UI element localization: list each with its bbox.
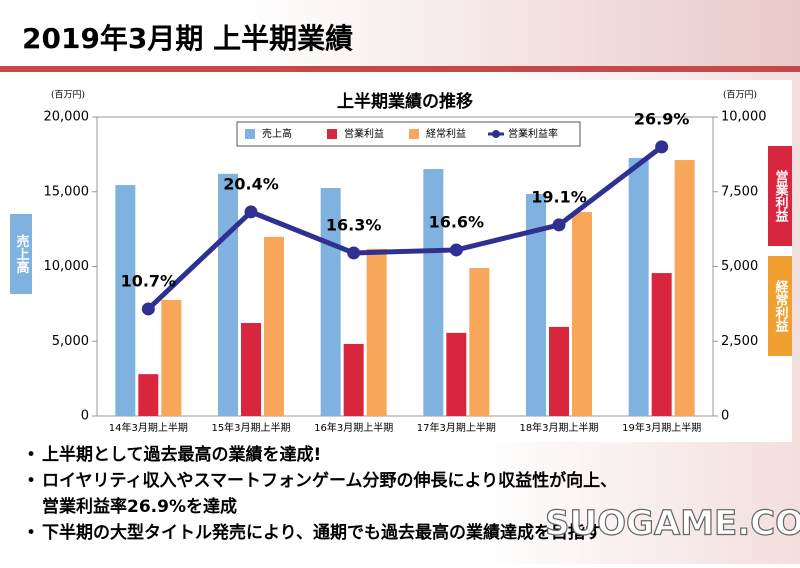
bar xyxy=(628,157,649,416)
rate-line xyxy=(146,144,664,311)
y-side-label: 売上高 xyxy=(14,234,30,275)
rate-marker xyxy=(347,246,361,260)
page-title: 2019年3月期 上半期業績 xyxy=(22,22,353,55)
bar xyxy=(572,212,592,416)
legend-swatch xyxy=(327,129,337,139)
bar xyxy=(423,169,444,416)
legend-swatch xyxy=(245,129,255,139)
x-tick-label: 15年3月期上半期 xyxy=(211,421,290,434)
y-tick-label: 20,000 xyxy=(44,110,90,125)
rate-marker xyxy=(449,243,463,257)
legend-label: 営業利益率 xyxy=(508,127,558,140)
rate-label: 20.4% xyxy=(223,174,279,193)
bar xyxy=(138,374,159,416)
header-band xyxy=(0,0,800,68)
y2-side-label: 営業利益 xyxy=(773,169,790,223)
chart-title: 上半期業績の推移 xyxy=(337,91,473,112)
legend-label: 売上高 xyxy=(262,127,292,140)
bar xyxy=(218,173,238,416)
legend-swatch xyxy=(409,129,419,139)
y2-tick-label: 7,500 xyxy=(721,184,758,199)
y2-tick-label: 2,500 xyxy=(721,334,758,349)
watermark: SUOGAME.COM xyxy=(545,504,800,544)
bar xyxy=(343,343,364,416)
bar xyxy=(241,323,261,416)
bullet-text: 営業利益率26.9%を達成 xyxy=(42,496,237,517)
y-tick-label: 5,000 xyxy=(52,334,89,349)
bar xyxy=(366,248,387,416)
header-rule xyxy=(0,66,800,72)
bar xyxy=(446,332,467,416)
bullet-dot: • xyxy=(26,523,36,543)
y2-side-box xyxy=(768,256,792,356)
bar xyxy=(651,273,672,416)
bar xyxy=(549,326,569,416)
x-tick-label: 19年3月期上半期 xyxy=(622,421,701,434)
rate-marker xyxy=(244,205,258,219)
legend-marker xyxy=(492,130,500,138)
rate-label: 16.6% xyxy=(429,212,485,231)
y2-tick-label: 5,000 xyxy=(721,259,758,274)
bar xyxy=(115,185,136,416)
bullet-text: ロイヤリティ収入やスマートフォンゲーム分野の伸長により収益性が向上、 xyxy=(42,470,617,491)
y-side-box xyxy=(10,214,32,294)
x-tick-label: 17年3月期上半期 xyxy=(417,421,496,434)
bullet-text: 上半期として過去最高の業績を達成! xyxy=(42,444,321,465)
y-tick-label: 0 xyxy=(81,409,89,424)
bullet-dot: • xyxy=(26,471,36,491)
x-tick-label: 14年3月期上半期 xyxy=(109,421,188,434)
bullet-dot: • xyxy=(26,445,36,465)
bar xyxy=(161,299,182,416)
rate-marker xyxy=(552,218,566,232)
bullet-text: 下半期の大型タイトル発売により、通期でも過去最高の業績達成を目指す xyxy=(42,522,602,543)
rate-marker xyxy=(141,302,155,316)
legend-label: 経常利益 xyxy=(426,127,466,140)
y-unit: (百万円) xyxy=(51,90,85,101)
y2-side-label: 経常利益 xyxy=(773,279,789,333)
rate-label: 26.9% xyxy=(634,109,690,128)
y-tick-label: 10,000 xyxy=(44,259,90,274)
rate-label: 19.1% xyxy=(531,187,587,206)
bar xyxy=(674,160,695,416)
legend-label: 営業利益 xyxy=(344,127,384,140)
y-tick-label: 15,000 xyxy=(44,184,90,199)
bar xyxy=(264,236,284,416)
rate-label: 16.3% xyxy=(326,215,382,234)
legend-box xyxy=(236,121,581,147)
rate-label: 10.7% xyxy=(121,271,177,290)
bar xyxy=(469,267,490,416)
y2-side-box xyxy=(768,146,792,246)
bar xyxy=(526,193,546,416)
y2-tick-label: 10,000 xyxy=(721,110,767,125)
x-tick-label: 18年3月期上半期 xyxy=(519,421,598,434)
rate-marker xyxy=(655,140,669,154)
x-tick-label: 16年3月期上半期 xyxy=(314,421,393,434)
y2-tick-label: 0 xyxy=(721,409,729,424)
y2-unit: (百万円) xyxy=(723,90,757,101)
